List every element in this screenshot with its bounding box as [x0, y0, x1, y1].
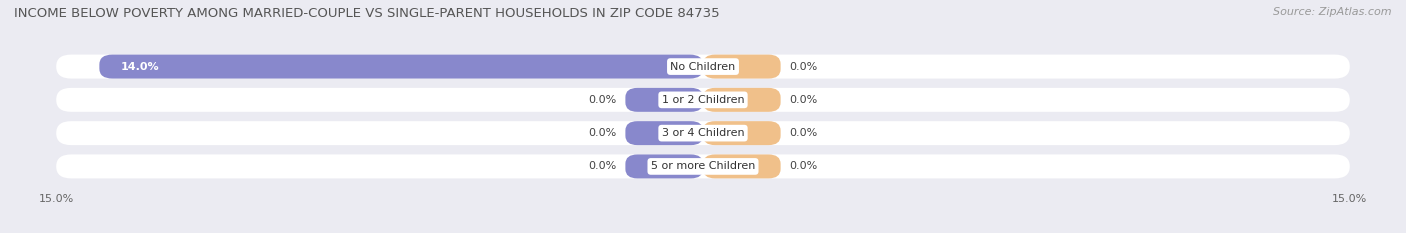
- Text: INCOME BELOW POVERTY AMONG MARRIED-COUPLE VS SINGLE-PARENT HOUSEHOLDS IN ZIP COD: INCOME BELOW POVERTY AMONG MARRIED-COUPL…: [14, 7, 720, 20]
- FancyBboxPatch shape: [626, 88, 703, 112]
- Text: 5 or more Children: 5 or more Children: [651, 161, 755, 171]
- FancyBboxPatch shape: [626, 154, 703, 178]
- FancyBboxPatch shape: [703, 121, 780, 145]
- FancyBboxPatch shape: [703, 154, 780, 178]
- FancyBboxPatch shape: [56, 154, 1350, 178]
- FancyBboxPatch shape: [100, 55, 703, 79]
- Text: 0.0%: 0.0%: [589, 128, 617, 138]
- FancyBboxPatch shape: [56, 88, 1350, 112]
- FancyBboxPatch shape: [703, 88, 780, 112]
- Text: 0.0%: 0.0%: [789, 95, 817, 105]
- Text: 0.0%: 0.0%: [589, 161, 617, 171]
- Text: 1 or 2 Children: 1 or 2 Children: [662, 95, 744, 105]
- FancyBboxPatch shape: [56, 55, 1350, 79]
- Text: 3 or 4 Children: 3 or 4 Children: [662, 128, 744, 138]
- FancyBboxPatch shape: [626, 121, 703, 145]
- Text: 0.0%: 0.0%: [789, 128, 817, 138]
- FancyBboxPatch shape: [703, 55, 780, 79]
- Text: No Children: No Children: [671, 62, 735, 72]
- FancyBboxPatch shape: [56, 121, 1350, 145]
- Text: 0.0%: 0.0%: [789, 161, 817, 171]
- Text: 14.0%: 14.0%: [121, 62, 159, 72]
- Text: 0.0%: 0.0%: [789, 62, 817, 72]
- Text: Source: ZipAtlas.com: Source: ZipAtlas.com: [1274, 7, 1392, 17]
- Text: 0.0%: 0.0%: [589, 95, 617, 105]
